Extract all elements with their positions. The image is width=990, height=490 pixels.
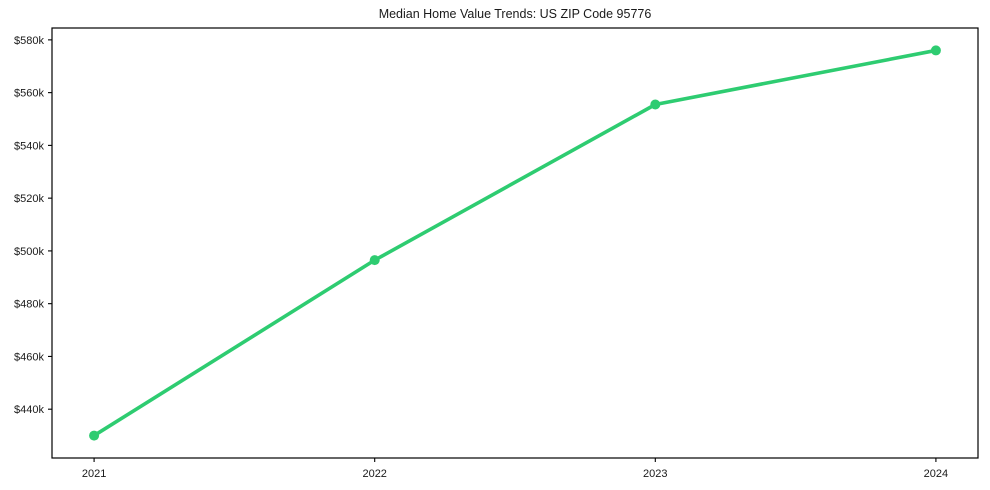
series-line: [92, 48, 938, 438]
y-axis-tick-label: $540k: [14, 140, 44, 152]
x-axis-tick-label: 2021: [82, 468, 106, 480]
chart-title: Median Home Value Trends: US ZIP Code 95…: [378, 7, 652, 21]
y-axis-tick-label: $560k: [14, 88, 44, 100]
y-axis-tick-label: $520k: [14, 193, 44, 205]
plot-frame: [51, 27, 979, 459]
y-axis-tick-label: $440k: [14, 404, 44, 416]
x-axis-tick-label: 2023: [643, 468, 667, 480]
data-point-marker: [369, 255, 380, 266]
x-axis-tick-label: 2022: [362, 468, 386, 480]
data-point-marker: [89, 430, 100, 441]
data-point-marker: [650, 99, 661, 110]
y-axis-tick-label: $480k: [14, 299, 44, 311]
y-axis-tick-label: $460k: [14, 351, 44, 363]
y-axis-tick-label: $580k: [14, 35, 44, 47]
x-axis-tick-label: 2024: [924, 468, 948, 480]
y-axis-tick-label: $500k: [14, 246, 44, 258]
data-point-marker: [930, 45, 941, 56]
